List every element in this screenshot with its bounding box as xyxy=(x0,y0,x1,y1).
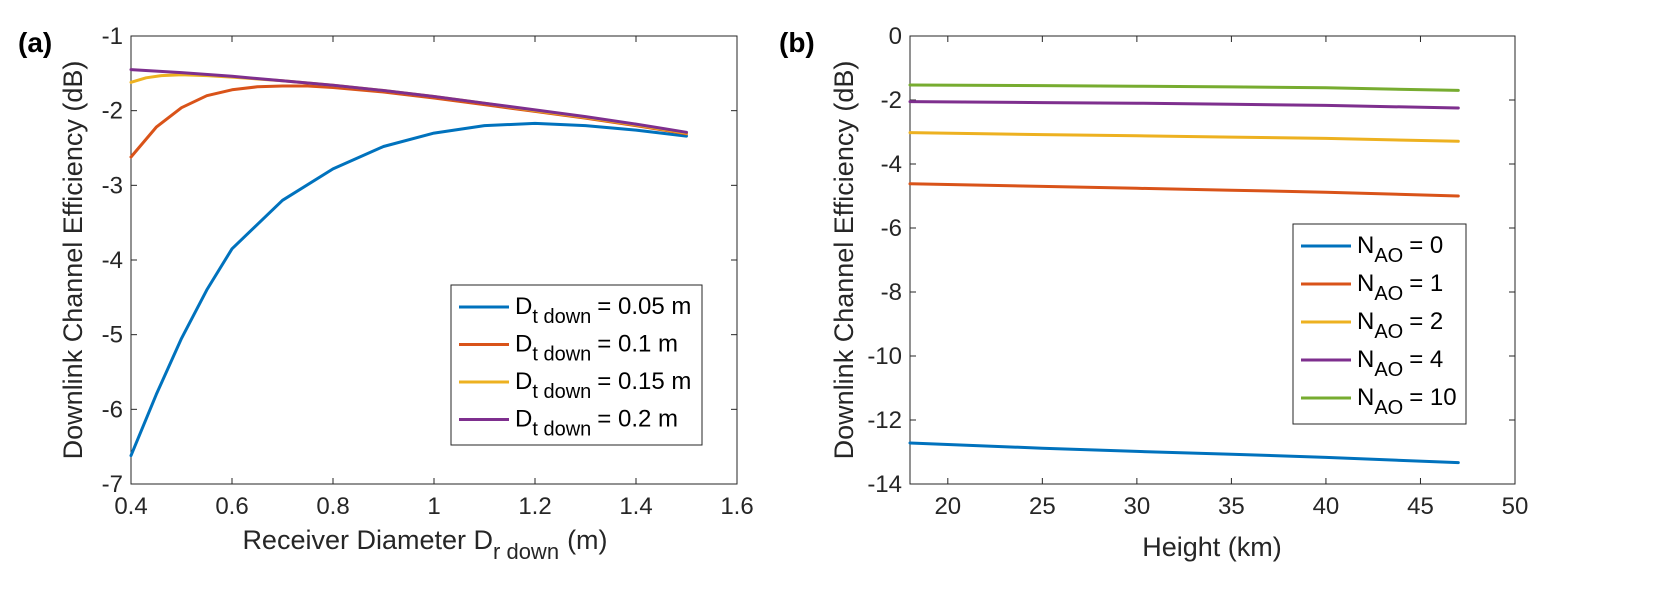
x-tick-label: 20 xyxy=(934,493,961,520)
legend-label-3: NAO = 2 xyxy=(1357,308,1443,343)
legend-label-subscript: t down xyxy=(532,381,591,403)
series-line-5 xyxy=(908,83,1460,92)
y-axis-label: Downlink Channel Efficiency (dB) xyxy=(58,61,88,460)
y-tick-label: -8 xyxy=(881,279,902,306)
legend-label-value: = 0.1 m xyxy=(597,331,678,358)
x-tick-label: 45 xyxy=(1407,493,1434,520)
x-tick-label: 30 xyxy=(1124,493,1151,520)
legend-label-2: NAO = 1 xyxy=(1357,270,1443,305)
legend-label-value: = 4 xyxy=(1409,346,1443,373)
series-line-4 xyxy=(129,68,688,134)
panel-label: (a) xyxy=(18,27,52,58)
x-tick-label: 0.6 xyxy=(215,493,248,520)
legend-label-prefix: D xyxy=(515,293,532,320)
legend-label-prefix: N xyxy=(1357,308,1374,335)
legend-label-subscript: AO xyxy=(1374,321,1403,343)
legend-label-subscript: t down xyxy=(532,344,591,366)
x-tick-label: 35 xyxy=(1218,493,1245,520)
legend-label-prefix: D xyxy=(515,331,532,358)
legend-label-4: Dt down = 0.2 m xyxy=(515,406,678,441)
legend-label-prefix: N xyxy=(1357,232,1374,259)
y-tick-label: -4 xyxy=(881,151,902,178)
x-tick-label: 1.4 xyxy=(619,493,652,520)
x-axis-label: Height (km) xyxy=(1142,532,1282,562)
legend-label-1: Dt down = 0.05 m xyxy=(515,293,691,328)
legend-label-subscript: AO xyxy=(1374,397,1403,419)
series-line-1 xyxy=(908,441,1460,465)
legend-label-subscript: t down xyxy=(532,306,591,328)
panel-label: (b) xyxy=(779,27,815,58)
y-tick-label: -10 xyxy=(867,343,902,370)
series-line-1 xyxy=(129,121,688,458)
legend-label-subscript: AO xyxy=(1374,245,1403,267)
series-line-4 xyxy=(908,100,1460,110)
legend-label-value: = 10 xyxy=(1409,384,1456,411)
y-tick-label: -1 xyxy=(102,23,123,50)
y-tick-label: -14 xyxy=(867,471,902,498)
legend-label-value: = 0.15 m xyxy=(597,368,691,395)
x-tick-label: 25 xyxy=(1029,493,1056,520)
legend-label-value: = 1 xyxy=(1409,270,1443,297)
x-tick-label: 1.2 xyxy=(518,493,551,520)
y-axis-label: Downlink Channel Efficiency (dB) xyxy=(829,61,859,460)
y-tick-label: -3 xyxy=(102,172,123,199)
x-tick-label: 0.4 xyxy=(114,493,147,520)
legend-label-value: = 2 xyxy=(1409,308,1443,335)
legend-label-prefix: D xyxy=(515,368,532,395)
legend-label-prefix: N xyxy=(1357,384,1374,411)
y-tick-label: -4 xyxy=(102,247,123,274)
x-tick-label: 1.6 xyxy=(720,493,753,520)
series-line-3 xyxy=(908,131,1460,143)
y-tick-label: 0 xyxy=(889,23,902,50)
legend-box xyxy=(1292,223,1467,425)
y-tick-label: -7 xyxy=(102,471,123,498)
legend-label-prefix: N xyxy=(1357,346,1374,373)
y-tick-label: -2 xyxy=(102,98,123,125)
x-tick-label: 50 xyxy=(1502,493,1529,520)
x-axis-label-unit: (m) xyxy=(567,525,607,555)
legend-label-4: NAO = 4 xyxy=(1357,346,1443,381)
series-line-2 xyxy=(908,182,1460,198)
x-axis-label-main: Height (km) xyxy=(1142,532,1282,562)
legend-label-value: = 0.2 m xyxy=(597,406,678,433)
x-axis-label-main: Receiver Diameter D xyxy=(242,525,493,555)
x-axis-label: Receiver Diameter Dr down (m) xyxy=(242,525,607,564)
legend-label-prefix: N xyxy=(1357,270,1374,297)
chart-panel-a: 0.4 0.6 0.8 1 1.2 1.4 1.6 -7 -6 -5 -4 -3 -2 -1 (a)Down… xyxy=(18,23,754,564)
legend-label-2: Dt down = 0.1 m xyxy=(515,331,678,366)
x-tick-label: 40 xyxy=(1313,493,1340,520)
legend-label-prefix: D xyxy=(515,406,532,433)
legend-label-subscript: AO xyxy=(1374,359,1403,381)
legend: Dt down = 0.05 m Dt down = 0.1 m Dt down = 0.… xyxy=(450,284,703,446)
legend-label-3: Dt down = 0.15 m xyxy=(515,368,691,403)
chart-panel-b: 20 25 30 35 40 45 50 -14 -12 -10 -8 -6 -4 -2 0 (b) Downl… xyxy=(779,23,1528,562)
x-axis-label-subscript: r down xyxy=(493,539,559,564)
y-tick-label: -12 xyxy=(867,407,902,434)
y-tick-label: -6 xyxy=(881,215,902,242)
y-tick-label: -5 xyxy=(102,322,123,349)
x-tick-label: 0.8 xyxy=(316,493,349,520)
legend-label-value: = 0 xyxy=(1409,232,1443,259)
legend-label-value: = 0.05 m xyxy=(597,293,691,320)
x-tick-label: 1 xyxy=(427,493,440,520)
legend-label-subscript: t down xyxy=(532,419,591,441)
legend-label-5: NAO = 10 xyxy=(1357,384,1457,419)
legend-label-subscript: AO xyxy=(1374,283,1403,305)
legend-label-1: NAO = 0 xyxy=(1357,232,1443,267)
y-tick-label: -6 xyxy=(102,396,123,423)
y-tick-label: -2 xyxy=(881,87,902,114)
